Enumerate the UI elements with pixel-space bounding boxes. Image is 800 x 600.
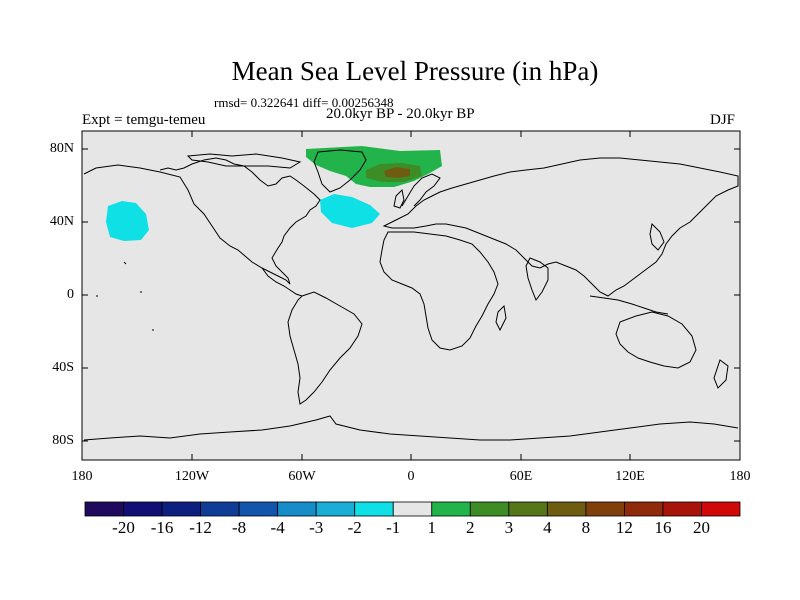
coastline-antarctica [83,415,739,441]
colorbar-label: 12 [615,518,633,537]
coastline-maritime-continent [589,295,669,315]
colorbar-label: -12 [189,518,212,537]
anomaly-fill-layer [106,146,442,241]
lon-tick-label: 120W [174,469,210,484]
coastline-south-america [287,291,363,405]
colorbar-label: 8 [581,518,591,537]
coastline-central-america [261,267,303,297]
axis-ticks [81,131,741,460]
colorbar-label: -2 [347,518,362,537]
lon-tick-label: 60E [509,469,533,484]
page-title: Mean Sea Level Pressure (in hPa) [231,56,599,86]
colorbar-label: -1 [386,518,401,537]
colorbar-swatch [200,501,240,517]
colorbar-swatch [469,501,510,517]
colorbar-label: 1 [427,518,437,537]
coastline-new-zealand [713,359,729,389]
season-label: DJF [710,112,736,128]
north-atlantic-negative-anomaly [320,194,380,228]
colorbar-swatch [354,501,394,517]
colorbar-label: -20 [112,518,135,537]
coastline-british-isles [393,188,405,209]
coastline-greenland [313,149,367,193]
colorbar-swatch [277,501,317,517]
colorbar-label: 3 [504,518,514,537]
coastline-india [525,257,549,302]
coastline-pacific-islands [96,261,154,331]
lat-tick-label: 0 [67,287,74,302]
colorbar-swatch [431,501,471,517]
colorbar-label: 2 [466,518,475,537]
colorbar-label: 4 [543,518,552,537]
colorbar-swatch [161,501,201,517]
north-pacific-negative-anomaly [106,201,149,241]
colorbar-swatch [585,501,625,517]
coastline-layer [83,149,739,441]
lat-tick-label: 40S [52,360,74,375]
colorbar-swatch [662,501,702,517]
lon-tick-label: 180 [71,469,93,484]
colorbar-label: -16 [150,518,174,537]
scandinavia-positive-anomaly-high [384,167,410,178]
colorbar-swatch [238,501,279,517]
lat-tick-label: 80N [49,141,74,156]
colorbar-swatch [123,501,163,517]
colorbar-swatch [701,501,741,517]
colorbar-swatch [546,501,587,517]
coastline-africa [379,231,499,351]
coastline-arctic-islands [186,153,302,169]
period-label: 20.0kyr BP - 20.0kyr BP [326,106,475,122]
lat-tick-label: 80S [52,433,74,448]
colorbar-label: -8 [232,518,247,537]
lon-tick-label: 180 [729,469,751,484]
colorbar-label: -3 [309,518,324,537]
colorbar-swatch [315,501,356,517]
lon-tick-label: 120E [615,469,645,484]
lon-tick-label: 0 [407,469,415,484]
coastline-north-america [83,157,321,285]
stats-label: rmsd= 0.322641 diff= 0.00256348 [214,95,394,110]
coastline-japan [649,222,665,251]
coastline-madagascar [495,304,507,332]
colorbar-label: 16 [654,518,672,537]
colorbar-label: 20 [692,518,710,537]
colorbar-swatch [84,501,124,517]
colorbar-label: -4 [270,518,285,537]
colorbar [84,501,741,517]
coastline-scandinavia [401,173,441,207]
coastline-australia [615,311,697,369]
lat-tick-label: 40N [49,214,74,229]
map-frame [81,130,741,461]
experiment-label: Expt = temgu-temeu [82,112,206,128]
colorbar-swatch [624,501,664,517]
colorbar-swatch [392,501,433,517]
coastline-eurasia [382,157,739,297]
lon-tick-label: 60W [288,469,316,484]
colorbar-swatch [508,501,548,517]
